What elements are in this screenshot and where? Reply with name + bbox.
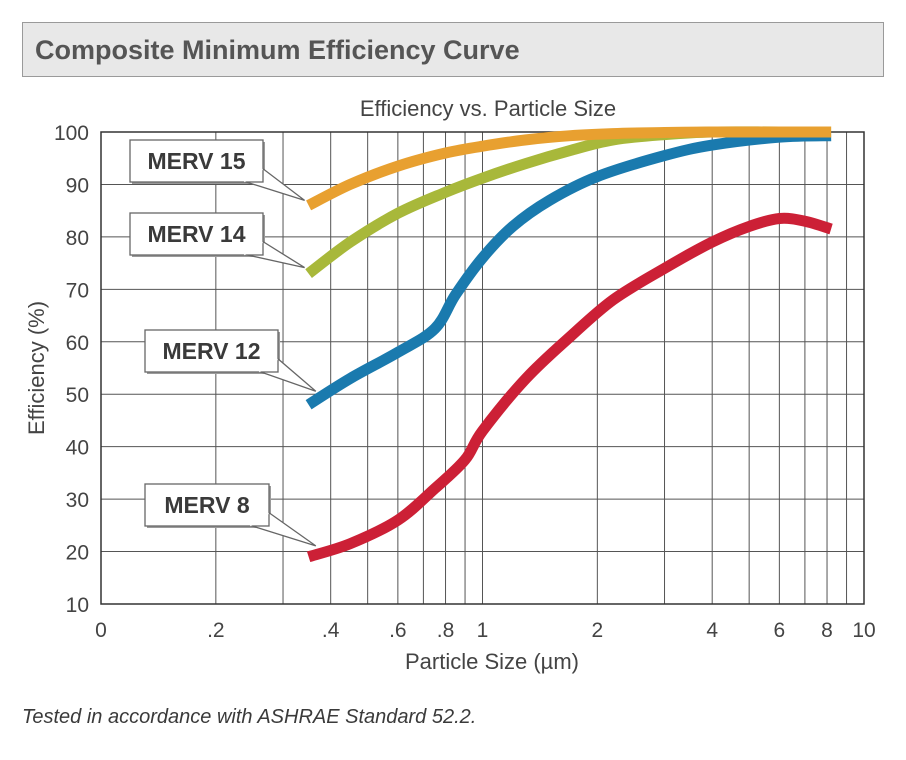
y-tick-label: 70 [66,279,89,302]
x-tick-label: 1 [477,619,489,642]
merv-15-callout-box [129,139,264,183]
y-tick-label: 100 [54,122,89,145]
section-title: Composite Minimum Efficiency Curve [35,35,520,65]
section-header: Composite Minimum Efficiency Curve [22,22,884,77]
merv-8-curve [306,212,833,563]
y-tick-label: 50 [66,384,89,407]
x-tick-label: .8 [437,619,455,642]
merv-8-callout-box [144,483,270,527]
x-tick-label: 2 [591,619,603,642]
x-tick-label: 8 [821,619,833,642]
x-tick-label: .4 [322,619,340,642]
y-tick-label: 30 [66,489,89,512]
x-tick-label: 0 [95,619,107,642]
y-tick-label: 60 [66,332,89,355]
plot-frame [100,131,865,605]
merv-14-callout-label: MERV 14 [147,221,245,247]
chart-title: Efficiency vs. Particle Size [360,96,616,121]
merv-15-callout-label: MERV 15 [147,148,245,174]
merv-15-callout: MERV 15 [129,139,305,202]
x-tick-label: .2 [207,619,225,642]
x-tick-label: .6 [389,619,407,642]
merv-14-callout-box [129,212,264,256]
x-tick-label: 6 [774,619,786,642]
merv-8-callout-label: MERV 8 [164,492,249,518]
y-tick-label: 90 [66,174,89,197]
efficiency-chart: 10 20 30 40 50 60 70 80 90 100 0 .2 .4 .6 .8 1 2 4 6 8 10 ME… [24,96,876,674]
merv-8-callout: MERV 8 [144,483,317,547]
y-tick-label: 10 [66,594,89,617]
x-tick-label: 4 [706,619,718,642]
merv-12-curve [305,130,832,410]
merv-14-callout: MERV 14 [129,212,305,269]
merv-12-callout-label: MERV 12 [162,338,260,364]
merv-15-callout-join [243,168,264,183]
chart-ticks: 10 20 30 40 50 60 70 80 90 100 0 .2 .4 .6 .8 1 2 4 6 8 10 [54,122,876,642]
footnote: Tested in accordance with ASHRAE Standar… [22,706,477,728]
y-tick-label: 40 [66,437,89,460]
chart-series [305,126,833,563]
x-tick-label: 10 [852,619,875,642]
series-callouts: MERV 15 MERV 14 MERV 12 MERV 8 [129,139,317,547]
y-tick-label: 20 [66,542,89,565]
merv-15-curve [306,126,832,211]
merv-14-callout-join [243,241,264,256]
merv-12-callout: MERV 12 [144,329,317,392]
merv-14-curve [305,126,832,278]
merv-8-callout-join [249,512,270,527]
merv-12-callout-box [144,329,279,373]
y-axis-label: Efficiency (%) [24,301,49,435]
merv-12-callout-join [258,358,279,373]
x-axis-label: Particle Size (µm) [405,649,579,674]
y-tick-label: 80 [66,227,89,250]
